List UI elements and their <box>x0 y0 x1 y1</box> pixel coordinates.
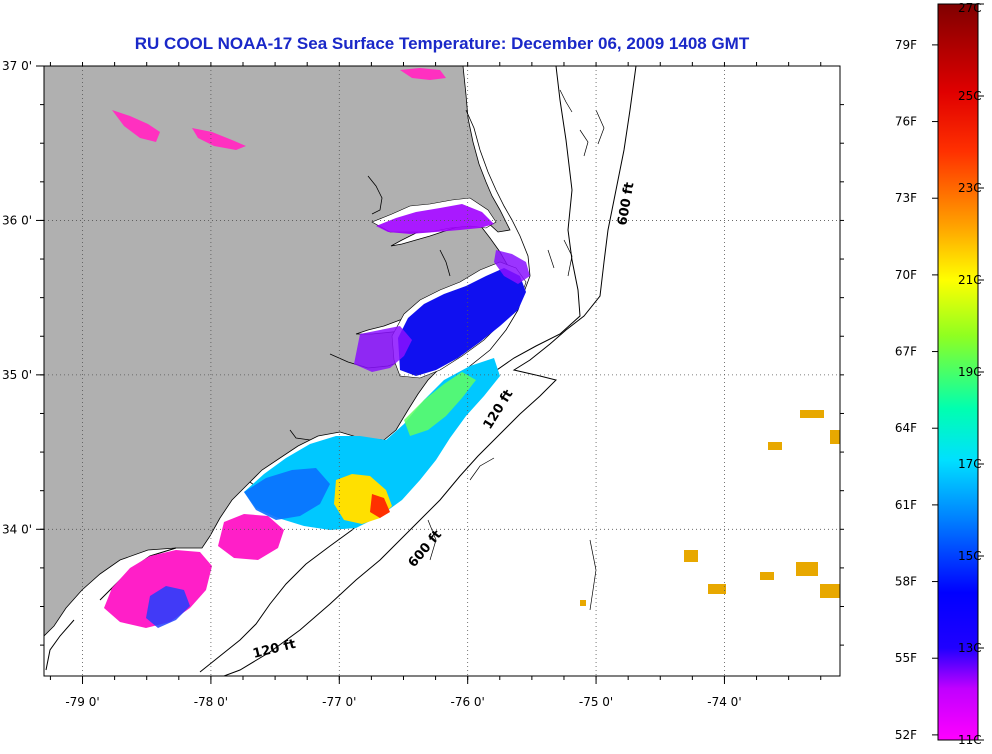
lon-tick-label: -77 0' <box>322 695 356 709</box>
fahrenheit-label: 73F <box>895 191 917 205</box>
map-panel: 600 ft 120 ft 600 ft 120 ft -79 0' -78 0'… <box>2 59 844 709</box>
offshore-contour-fragments <box>427 89 605 611</box>
fahrenheit-label: 70F <box>895 268 917 282</box>
celsius-label: 13C <box>958 641 982 655</box>
lon-tick-label: -78 0' <box>194 695 228 709</box>
sst-outer-banks <box>494 250 530 284</box>
celsius-label: 11C <box>958 733 982 747</box>
sst-data <box>104 68 840 628</box>
fahrenheit-label: 76F <box>895 115 917 129</box>
fahrenheit-label: 79F <box>895 38 917 52</box>
map-title: RU COOL NOAA-17 Sea Surface Temperature:… <box>134 34 750 53</box>
celsius-label: 21C <box>958 273 982 287</box>
celsius-label: 23C <box>958 181 982 195</box>
fahrenheit-label: 67F <box>895 345 917 359</box>
colorbar: 27C 25C 23C 21C 19C 17C 15C 13C 11C 79F 76F 73F 70F 6… <box>895 1 984 747</box>
fahrenheit-label: 64F <box>895 421 917 435</box>
lat-tick-label: 34 0' <box>2 522 32 536</box>
fahrenheit-label: 58F <box>895 575 917 589</box>
axis-ticks <box>36 62 844 684</box>
lat-tick-label: 36 0' <box>2 213 32 227</box>
lon-tick-label: -76 0' <box>450 695 484 709</box>
lon-tick-label: -74 0' <box>707 695 741 709</box>
sst-onslow-blue <box>146 586 190 628</box>
celsius-label: 17C <box>958 457 982 471</box>
isobath-label-600-north: 600 ft <box>615 181 637 226</box>
celsius-label: 19C <box>958 365 982 379</box>
sst-albemarle <box>376 204 494 234</box>
fahrenheit-label: 55F <box>895 651 917 665</box>
sst-chesapeake <box>400 68 446 80</box>
sst-shelf-cool <box>244 468 330 520</box>
fahrenheit-label: 52F <box>895 728 917 742</box>
lon-tick-label: -75 0' <box>579 695 613 709</box>
colorbar-gradient <box>937 3 979 741</box>
graticule <box>44 65 840 676</box>
celsius-label: 25C <box>958 89 982 103</box>
celsius-label: 27C <box>958 1 982 15</box>
sst-hot-spot <box>370 494 390 518</box>
sst-offshore-warm-patches <box>580 410 840 606</box>
colorbar-labels: 27C 25C 23C 21C 19C 17C 15C 13C 11C 79F 76F 73F 70F 6… <box>895 1 984 747</box>
fahrenheit-label: 61F <box>895 498 917 512</box>
sst-inland-pink-2 <box>192 128 246 150</box>
map-frame <box>43 65 841 677</box>
lat-tick-label: 35 0' <box>2 368 32 382</box>
sst-southern-pink <box>218 514 284 560</box>
axis-labels: -79 0' -78 0' -77 0' -76 0' -75 0' -74 0' 37 0… <box>2 59 742 709</box>
sst-green-band <box>404 372 476 436</box>
sst-pamlico <box>398 268 526 376</box>
sst-inland-pink-1 <box>112 110 160 142</box>
sst-pamlico-edge <box>354 326 412 372</box>
celsius-label: 15C <box>958 549 982 563</box>
land-mass <box>44 66 511 637</box>
lat-tick-label: 37 0' <box>2 59 32 73</box>
lon-tick-label: -79 0' <box>65 695 99 709</box>
